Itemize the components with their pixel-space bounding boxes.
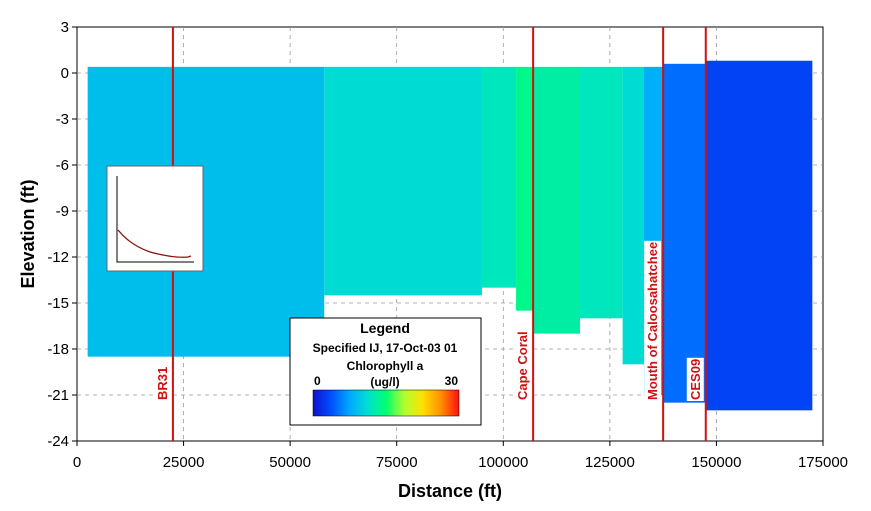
section-block bbox=[663, 63, 706, 403]
x-tick-label: 50000 bbox=[269, 454, 311, 471]
station-label: CES09 bbox=[688, 359, 703, 400]
y-tick-label: 0 bbox=[61, 65, 69, 82]
y-axis-ticks: 3 0 -3 -6 -9 -12 -15 -18 -21 -24 bbox=[47, 19, 77, 450]
inset-axes bbox=[116, 176, 194, 263]
section-block bbox=[481, 66, 517, 288]
inset-profile-line bbox=[117, 229, 192, 258]
y-tick-label: -21 bbox=[47, 387, 69, 404]
y-tick-label: -6 bbox=[56, 157, 69, 174]
section-block bbox=[622, 66, 644, 365]
y-tick-label: 3 bbox=[61, 19, 69, 36]
inset-frame bbox=[106, 165, 204, 272]
y-tick-label: -24 bbox=[47, 433, 69, 450]
legend-colorbar bbox=[312, 389, 460, 417]
station-label-background bbox=[644, 240, 662, 401]
y-tick-label: -9 bbox=[56, 203, 69, 220]
x-tick-label: 100000 bbox=[478, 454, 528, 471]
legend-max-label: 30 bbox=[445, 374, 459, 388]
legend-variable: Chlorophyll a bbox=[347, 359, 424, 373]
station-lines: BR31 Cape Coral Mouth of Caloosahatchee CES… bbox=[153, 27, 707, 441]
y-tick-label: -18 bbox=[47, 341, 69, 358]
x-tick-label: 125000 bbox=[585, 454, 635, 471]
x-tick-label: 150000 bbox=[691, 454, 741, 471]
x-tick-label: 75000 bbox=[376, 454, 418, 471]
legend-units: (ug/l) bbox=[370, 375, 399, 389]
x-tick-label: 25000 bbox=[163, 454, 205, 471]
y-tick-label: -15 bbox=[47, 295, 69, 312]
y-tick-label: -12 bbox=[47, 249, 69, 266]
section-block bbox=[516, 66, 534, 311]
x-axis-ticks: 0 25000 50000 75000 100000 125000 150000 175000 bbox=[73, 441, 848, 471]
section-block bbox=[580, 66, 623, 319]
legend-subtitle: Specified IJ, 17-Oct-03 01 bbox=[313, 341, 458, 355]
legend: Legend Specified IJ, 17-Oct-03 01 Chloro… bbox=[289, 317, 482, 426]
y-axis-title: Elevation (ft) bbox=[18, 179, 38, 288]
station-label: Cape Coral bbox=[515, 331, 530, 400]
station-label-background bbox=[686, 357, 704, 401]
legend-title: Legend bbox=[360, 320, 410, 336]
station-label: BR31 bbox=[155, 367, 170, 400]
x-axis-title: Distance (ft) bbox=[398, 481, 502, 501]
y-tick-label: -3 bbox=[56, 111, 69, 128]
plot-area: BR31 Cape Coral Mouth of Caloosahatchee CES… bbox=[76, 26, 824, 442]
legend-min-label: 0 bbox=[314, 374, 321, 388]
section-block bbox=[533, 66, 581, 334]
station-label: Mouth of Caloosahatchee bbox=[645, 242, 660, 400]
section-block bbox=[324, 66, 482, 296]
section-block bbox=[705, 60, 813, 411]
x-tick-label: 175000 bbox=[798, 454, 848, 471]
station-label-background bbox=[153, 365, 171, 401]
station-label-background bbox=[514, 330, 532, 401]
inset-profile-plot bbox=[106, 165, 204, 272]
x-tick-label: 0 bbox=[73, 454, 81, 471]
